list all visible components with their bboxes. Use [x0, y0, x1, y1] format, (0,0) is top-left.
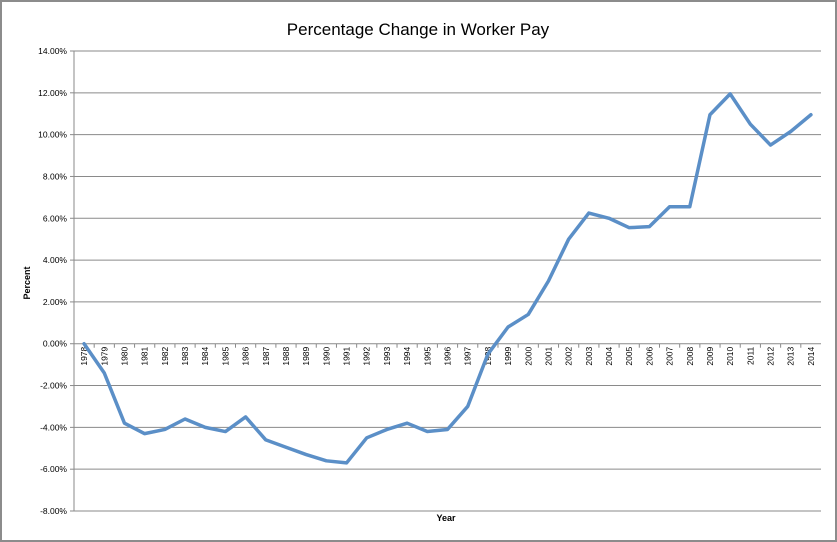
y-tick-label: 2.00%: [43, 297, 68, 307]
x-tick-label: 2006: [644, 346, 654, 365]
y-tick-label: -8.00%: [40, 506, 67, 516]
x-tick-label: 1999: [503, 346, 513, 365]
x-tick-label: 1995: [422, 346, 432, 365]
series-line: [82, 92, 813, 465]
x-tick-label: 1986: [241, 346, 251, 365]
x-tick-label: 1980: [119, 346, 129, 365]
x-tick-label: 2005: [624, 346, 634, 365]
x-tick-label: 2012: [766, 346, 776, 365]
x-tick-label: 2010: [725, 346, 735, 365]
y-tick-label: 10.00%: [38, 130, 67, 140]
x-tick-label: 2008: [685, 346, 695, 365]
x-tick-label: 1992: [362, 346, 372, 365]
x-tick-label: 2004: [604, 346, 614, 365]
x-tick-label: 1991: [342, 346, 352, 365]
chart-title: Percentage Change in Worker Pay: [287, 20, 550, 39]
x-tick-label: 1996: [443, 346, 453, 365]
x-tick-label: 1985: [220, 346, 230, 365]
x-tick-label: 1982: [160, 346, 170, 365]
x-tick-label: 2013: [786, 346, 796, 365]
x-tick-label: 2011: [745, 346, 755, 365]
x-tick-label: 1979: [99, 346, 109, 365]
x-axis-tick-labels: 1978 1979 1980 1981 1982 1983 1984 1985 1986 1987…: [79, 346, 816, 365]
x-tick-label: 1989: [301, 346, 311, 365]
x-tick-label: 1978: [79, 346, 89, 365]
x-tick-label: 1983: [180, 346, 190, 365]
y-axis-title: Percent: [22, 266, 32, 299]
y-tick-label: -2.00%: [40, 381, 67, 391]
y-tick-label: 6.00%: [43, 213, 68, 223]
x-tick-label: 2001: [543, 346, 553, 365]
series-layer: [82, 92, 813, 465]
y-tick-label: 8.00%: [43, 171, 68, 181]
x-tick-label: 2014: [806, 346, 816, 365]
x-tick-label: 2002: [564, 346, 574, 365]
x-tick-label: 2003: [584, 346, 594, 365]
x-tick-label: 1993: [382, 346, 392, 365]
gridlines: [74, 50, 821, 512]
y-tick-label: 0.00%: [43, 339, 68, 349]
y-tick-label: 12.00%: [38, 88, 67, 98]
y-tick-label: 14.00%: [38, 46, 67, 56]
x-tick-label: 1997: [463, 346, 473, 365]
x-tick-label: 1981: [140, 346, 150, 365]
x-tick-label: 1984: [200, 346, 210, 365]
x-tick-label: 2007: [665, 346, 675, 365]
x-tick-label: 2000: [523, 346, 533, 365]
x-axis-title: Year: [436, 513, 456, 523]
x-tick-label: 2009: [705, 346, 715, 365]
x-tick-label: 1994: [402, 346, 412, 365]
x-tick-label: 1990: [321, 346, 331, 365]
x-tick-label: 1988: [281, 346, 291, 365]
y-axis-tick-labels: -8.00% -6.00% -4.00% -2.00% 0.00% 2.00% 4.00% 6…: [38, 46, 67, 516]
y-tick-label: -4.00%: [40, 422, 67, 432]
y-tick-label: 4.00%: [43, 255, 68, 265]
x-tick-label: 1987: [261, 346, 271, 365]
y-tick-label: -6.00%: [40, 464, 67, 474]
axes: [70, 50, 802, 512]
